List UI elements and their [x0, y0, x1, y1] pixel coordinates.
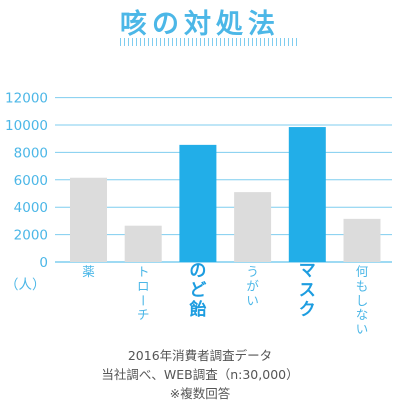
bar-5: [288, 127, 326, 263]
source-line-note: ※複数回答: [169, 386, 231, 401]
bars: [70, 127, 381, 263]
y-tick-label: 12000: [5, 91, 48, 107]
y-tick-label: 4000: [14, 200, 48, 216]
bar-chart: 0 2000 4000 6000 8000 10000 12000 薬 トロチ のど飴 うがい マス…: [5, 91, 392, 337]
category-label: マスク: [299, 261, 316, 320]
category-label: うがい: [246, 264, 259, 308]
bar-3: [179, 144, 217, 262]
y-axis-unit-label: （人）: [5, 277, 46, 293]
y-tick-label: 10000: [5, 118, 48, 134]
y-tick-label: 0: [39, 255, 48, 271]
title-underline: [120, 38, 300, 46]
bar-1: [70, 177, 107, 262]
bar-4: [234, 192, 272, 262]
category-label: トロチ: [137, 264, 150, 322]
y-axis: 0 2000 4000 6000 8000 10000 12000: [5, 91, 48, 271]
source-note: 2016年消費者調査データ 当社調べ、WEB調査（n:30,000） ※複数回答: [0, 346, 400, 403]
source-line-survey: 2016年消費者調査データ: [127, 348, 273, 363]
gridlines: [55, 97, 392, 263]
bar-6: [343, 218, 381, 262]
y-tick-label: 6000: [14, 173, 48, 189]
chart-title: 咳の対処法: [120, 9, 280, 40]
category-label: 薬: [82, 264, 95, 279]
y-tick-label: 8000: [14, 145, 48, 161]
bar-2: [124, 225, 162, 262]
source-line-method: 当社調べ、WEB調査（n:30,000）: [101, 367, 299, 382]
y-tick-label: 2000: [14, 228, 48, 244]
category-label: 何もしない: [356, 264, 369, 337]
category-label: のど飴: [188, 261, 206, 320]
x-axis-labels: 薬 トロチ のど飴 うがい マスク 何もしない: [82, 261, 369, 337]
